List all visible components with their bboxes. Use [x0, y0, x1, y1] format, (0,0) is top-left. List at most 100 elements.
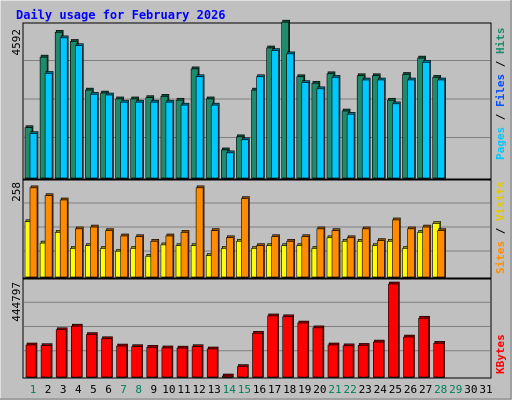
files-bar-face: [407, 79, 415, 179]
x-axis-labels: 1 2 3 4 5 6 7 8 9 10 11 12 13 14 15 16 17 18 19 20 21 22 23 24 2…: [30, 383, 493, 396]
kbytes-bar: [297, 320, 310, 378]
files-bar: [105, 92, 114, 179]
sites-bar-face: [180, 232, 189, 278]
sites-bar: [150, 239, 160, 278]
kbytes-bar-face: [161, 347, 173, 378]
ymax-label-top: 4592: [10, 29, 23, 56]
x-tick-label: 18: [283, 383, 296, 396]
legend-separator: /: [494, 54, 507, 74]
kbytes-bar-face: [237, 366, 248, 378]
kbytes-bar: [101, 336, 113, 378]
sites-bar: [271, 234, 280, 278]
kbytes-bar-face: [71, 325, 82, 378]
x-tick-label: 17: [268, 383, 281, 396]
files-bar-face: [90, 94, 98, 179]
kbytes-bar-face: [403, 336, 414, 378]
kbytes-bar: [342, 343, 355, 378]
kbytes-bar-face: [282, 316, 294, 378]
sites-bar-face: [120, 235, 128, 278]
legend-hits: Hits: [494, 28, 507, 55]
legend-top: Pages / Files / Hits: [494, 28, 507, 161]
files-bar-face: [44, 73, 53, 179]
sites-bar-face: [210, 230, 219, 278]
files-bar: [301, 80, 311, 179]
files-bar: [256, 74, 265, 179]
sites-bar-face: [331, 230, 340, 278]
kbytes-bar: [237, 364, 249, 378]
sites-bar: [195, 185, 205, 278]
sites-bar-face: [286, 241, 295, 278]
files-bar-face: [150, 101, 159, 179]
kbytes-bar-face: [146, 347, 158, 378]
x-tick-label: 9: [150, 383, 157, 396]
x-tick-label: 27: [419, 383, 432, 396]
kbytes-bar-face: [86, 334, 97, 378]
kbytes-bar-face: [40, 345, 52, 378]
files-bar: [165, 99, 175, 179]
x-tick-label: 8: [135, 383, 142, 396]
sites-bar: [29, 185, 39, 278]
files-bar: [392, 101, 401, 179]
sites-bar: [407, 226, 416, 278]
files-bar-face: [376, 79, 385, 179]
kbytes-bar: [25, 342, 38, 378]
kbytes-bar-face: [342, 345, 354, 378]
files-bar-face: [392, 103, 400, 179]
kbytes-bar: [71, 323, 83, 378]
sites-bar-face: [407, 228, 415, 278]
kbytes-bar-face: [312, 327, 324, 378]
files-bar: [316, 86, 326, 179]
sites-bar-face: [316, 228, 325, 278]
sites-bar-face: [165, 235, 174, 278]
kbytes-bar: [312, 325, 325, 378]
files-bar: [195, 74, 205, 179]
sites-bar-face: [346, 237, 355, 278]
x-tick-label: 21: [328, 383, 341, 396]
kbytes-bar-face: [433, 343, 445, 378]
sites-bar-face: [44, 195, 53, 278]
kbytes-bar-face: [372, 341, 384, 378]
kbytes-bar-face: [131, 346, 142, 378]
kbytes-bar: [161, 345, 174, 378]
files-bar-face: [75, 45, 83, 179]
x-tick-label: 1: [30, 383, 37, 396]
x-tick-label: 4: [75, 383, 82, 396]
panel-middle: [22, 179, 492, 279]
files-bar: [422, 60, 431, 179]
x-tick-label: 12: [192, 383, 205, 396]
x-tick-label: 22: [343, 383, 356, 396]
files-bar-face: [422, 62, 430, 179]
x-tick-label: 13: [208, 383, 221, 396]
files-bar-face: [437, 79, 446, 179]
sites-bar-face: [226, 237, 234, 278]
sites-bar-face: [256, 245, 264, 278]
kbytes-bar-face: [327, 344, 339, 378]
sites-bar: [105, 228, 114, 278]
x-tick-label: 6: [105, 383, 112, 396]
files-bar: [271, 48, 280, 179]
sites-bar: [59, 197, 69, 278]
kbytes-bar: [116, 343, 128, 378]
files-bar-face: [361, 79, 370, 179]
sites-bar: [256, 243, 265, 278]
sites-bar-face: [392, 219, 400, 278]
kbytes-bar-face: [418, 317, 429, 378]
files-bar-face: [135, 101, 143, 179]
files-bar-face: [301, 82, 310, 179]
sites-bar: [286, 239, 296, 278]
legend-pages: Pages: [494, 127, 507, 160]
x-tick-label: 26: [404, 383, 417, 396]
kbytes-bar-face: [25, 344, 37, 378]
kbytes-bar: [191, 344, 204, 378]
files-bar: [150, 99, 160, 179]
files-bar: [120, 99, 129, 179]
kbytes-bar-face: [388, 283, 399, 378]
sites-bar-face: [241, 198, 249, 278]
sites-bar-face: [135, 236, 143, 278]
sites-bar: [361, 226, 371, 278]
files-bar: [180, 102, 190, 179]
files-bar: [331, 75, 341, 179]
kbytes-bar: [206, 346, 219, 378]
sites-bar-face: [150, 241, 159, 278]
legend-bottom: KBytes: [494, 334, 507, 374]
